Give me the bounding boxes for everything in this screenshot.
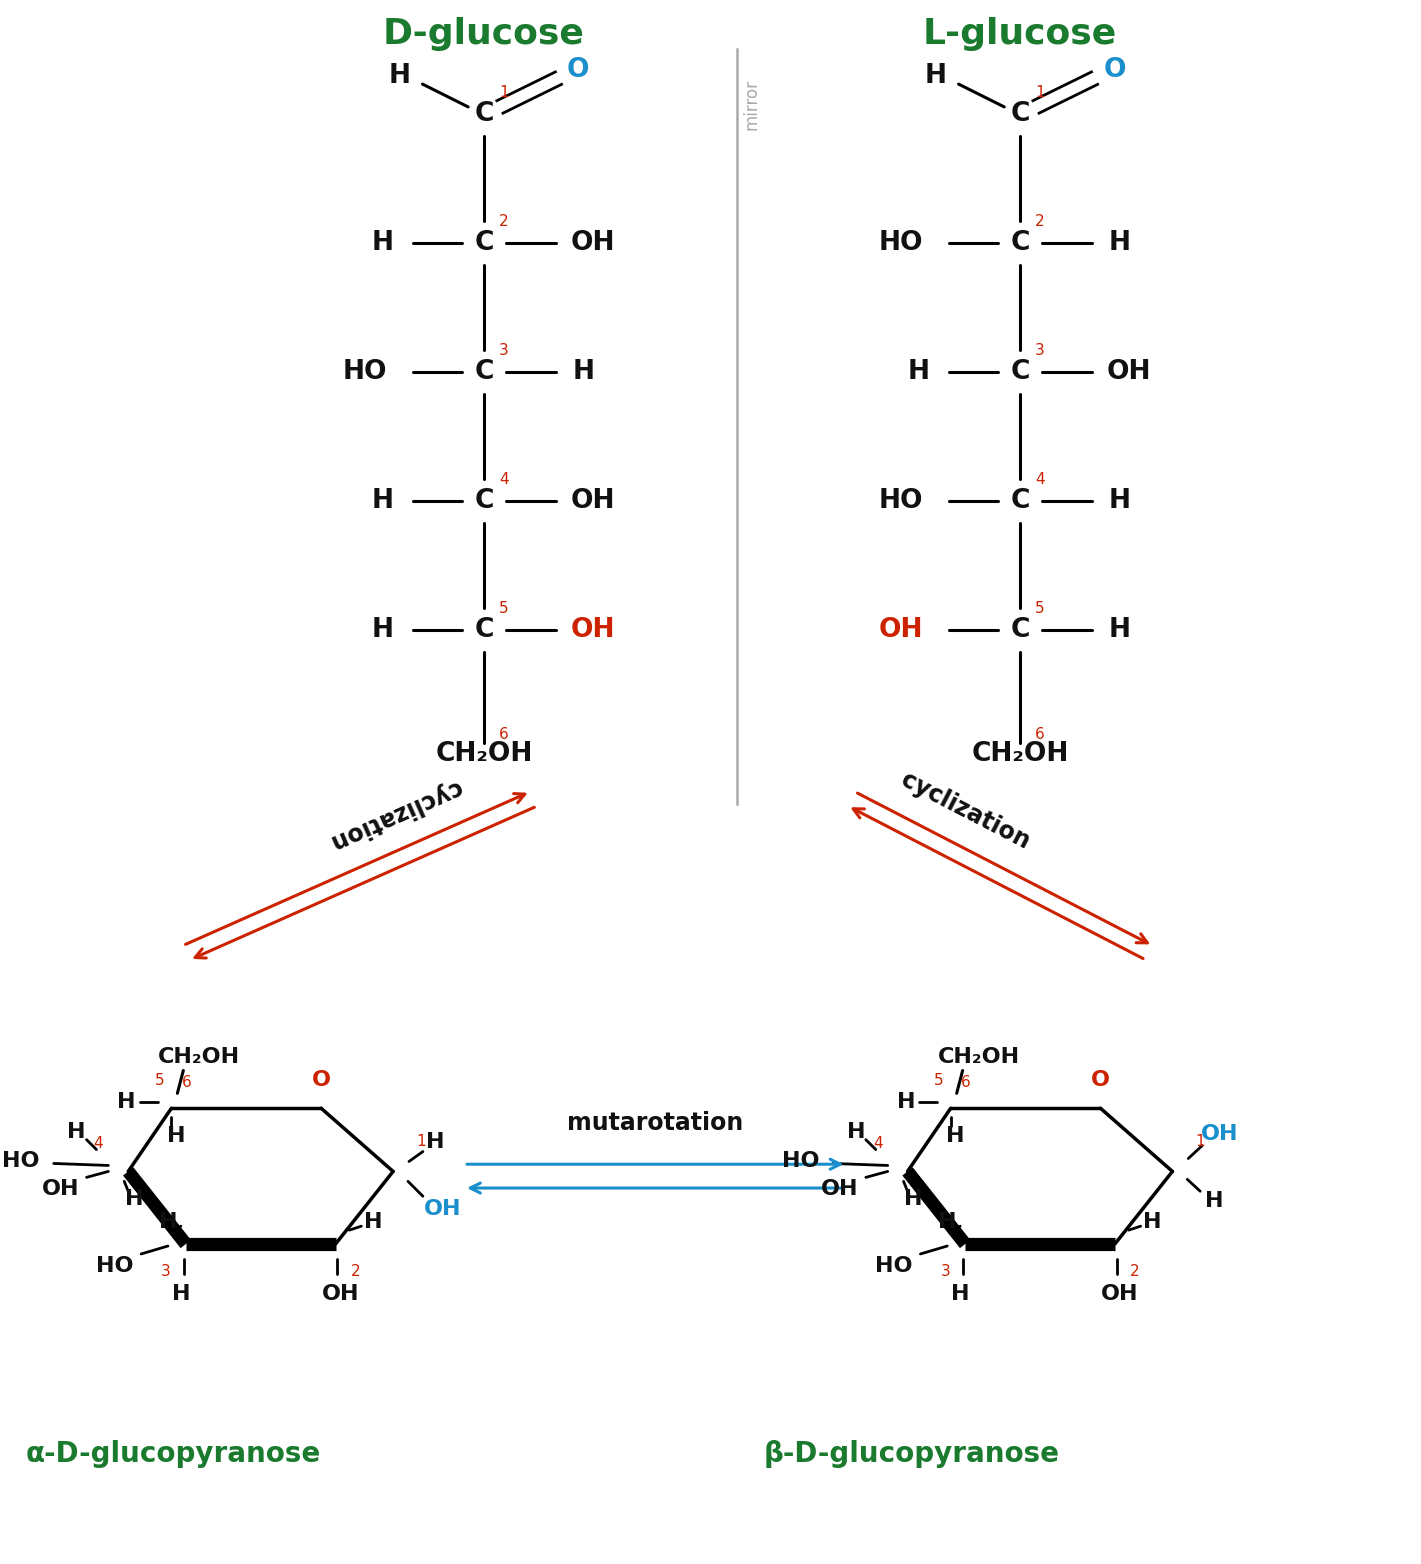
Text: CH₂OH: CH₂OH: [435, 741, 533, 768]
Text: CH₂OH: CH₂OH: [158, 1046, 240, 1067]
Text: 3: 3: [941, 1264, 951, 1279]
Text: 6: 6: [961, 1074, 971, 1090]
Text: H: H: [1108, 488, 1130, 515]
Text: OH: OH: [423, 1200, 462, 1218]
Text: H: H: [425, 1132, 443, 1151]
Text: β-D-glucopyranose: β-D-glucopyranose: [764, 1440, 1060, 1469]
Text: H: H: [364, 1212, 382, 1232]
Text: 2: 2: [1130, 1264, 1140, 1279]
Text: 4: 4: [94, 1135, 104, 1151]
Text: HO: HO: [782, 1151, 818, 1171]
Text: O: O: [567, 58, 590, 83]
Text: H: H: [1144, 1212, 1162, 1232]
Text: CH₂OH: CH₂OH: [938, 1046, 1020, 1067]
Text: C: C: [475, 230, 493, 256]
Text: H: H: [897, 1092, 915, 1112]
Text: 6: 6: [499, 727, 509, 741]
Text: H: H: [1108, 230, 1130, 256]
Text: H: H: [172, 1284, 190, 1304]
Text: OH: OH: [571, 230, 615, 256]
Text: C: C: [475, 360, 493, 385]
Text: 6: 6: [1034, 727, 1044, 741]
Text: H: H: [946, 1126, 965, 1146]
Text: cyclization: cyclization: [325, 774, 465, 854]
Text: H: H: [1205, 1192, 1223, 1211]
Text: L-glucose: L-glucose: [924, 17, 1117, 52]
Text: α-D-glucopyranose: α-D-glucopyranose: [26, 1440, 321, 1469]
Text: 4: 4: [872, 1135, 882, 1151]
Text: HO: HO: [875, 1256, 912, 1276]
Text: C: C: [1010, 488, 1030, 515]
Text: OH: OH: [878, 618, 924, 643]
Text: 6: 6: [182, 1074, 192, 1090]
Text: mirror: mirror: [742, 80, 760, 130]
Text: OH: OH: [821, 1179, 858, 1200]
Text: 5: 5: [1034, 601, 1044, 616]
Text: 5: 5: [499, 601, 509, 616]
Text: HO: HO: [95, 1256, 134, 1276]
Text: 2: 2: [499, 214, 509, 228]
Text: O: O: [1091, 1070, 1110, 1090]
Text: 5: 5: [934, 1073, 944, 1089]
Text: mutarotation: mutarotation: [567, 1110, 743, 1134]
Text: HO: HO: [3, 1151, 40, 1171]
Text: 1: 1: [1034, 84, 1044, 100]
Text: H: H: [847, 1121, 865, 1142]
Text: H: H: [118, 1092, 136, 1112]
Text: H: H: [372, 488, 394, 515]
Text: HO: HO: [878, 488, 924, 515]
Text: 2: 2: [1034, 214, 1044, 228]
Text: 1: 1: [416, 1134, 426, 1150]
Text: O: O: [311, 1070, 331, 1090]
Text: OH: OH: [571, 618, 615, 643]
Text: C: C: [475, 100, 493, 127]
Text: H: H: [168, 1126, 186, 1146]
Text: OH: OH: [321, 1284, 360, 1304]
Text: 1: 1: [499, 84, 509, 100]
Text: H: H: [67, 1121, 85, 1142]
Text: 5: 5: [155, 1073, 165, 1089]
Text: C: C: [1010, 360, 1030, 385]
Text: 2: 2: [351, 1264, 360, 1279]
Text: H: H: [925, 63, 946, 89]
Text: OH: OH: [1101, 1284, 1138, 1304]
Text: OH: OH: [1107, 360, 1151, 385]
Text: CH₂OH: CH₂OH: [972, 741, 1069, 768]
Text: H: H: [573, 360, 594, 385]
Text: 3: 3: [499, 343, 509, 358]
Text: OH: OH: [43, 1179, 80, 1200]
Text: H: H: [372, 618, 394, 643]
Text: H: H: [372, 230, 394, 256]
Text: C: C: [475, 488, 493, 515]
Text: OH: OH: [1201, 1123, 1239, 1143]
Text: HO: HO: [878, 230, 924, 256]
Text: C: C: [1010, 618, 1030, 643]
Text: C: C: [1010, 100, 1030, 127]
Text: D-glucose: D-glucose: [384, 17, 585, 52]
Text: H: H: [904, 1189, 922, 1209]
Text: 1: 1: [1195, 1134, 1205, 1150]
Text: O: O: [1103, 58, 1125, 83]
Text: C: C: [475, 618, 493, 643]
Text: C: C: [1010, 230, 1030, 256]
Text: H: H: [908, 360, 929, 385]
Text: H: H: [938, 1212, 956, 1232]
Text: HO: HO: [342, 360, 387, 385]
Text: 4: 4: [1034, 472, 1044, 486]
Text: 4: 4: [499, 472, 509, 486]
Text: 3: 3: [161, 1264, 171, 1279]
Text: H: H: [125, 1189, 144, 1209]
Text: H: H: [159, 1212, 178, 1232]
Text: H: H: [1108, 618, 1130, 643]
Text: cyclization: cyclization: [897, 768, 1034, 854]
Text: OH: OH: [571, 488, 615, 515]
Text: 3: 3: [1034, 343, 1044, 358]
Text: H: H: [951, 1284, 969, 1304]
Text: H: H: [389, 63, 411, 89]
